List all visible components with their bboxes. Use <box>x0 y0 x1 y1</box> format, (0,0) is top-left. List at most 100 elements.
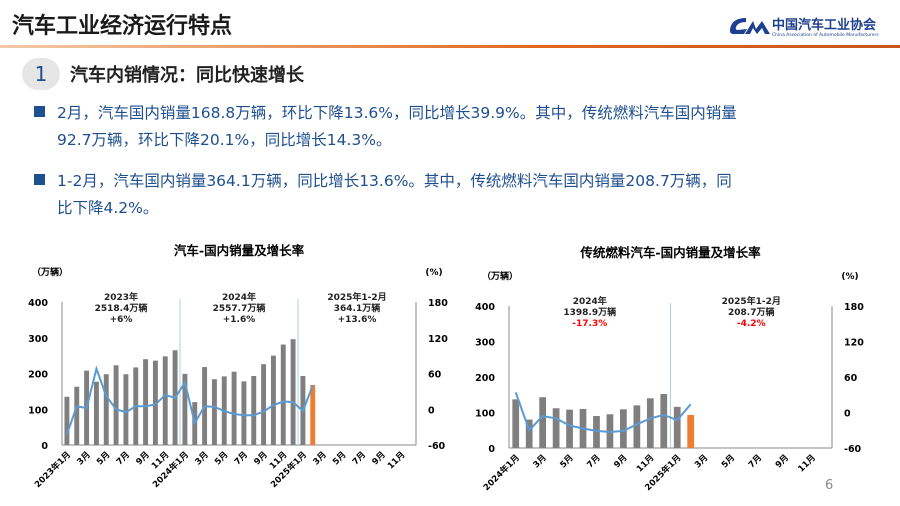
x-tick-label: 7月 <box>747 453 764 470</box>
bar <box>241 381 247 445</box>
left-tick-label: 100 <box>475 409 495 420</box>
period-annotation: +13.6% <box>338 315 377 325</box>
period-annotation: 2024年 <box>573 295 607 307</box>
x-tick-label: 11月 <box>635 453 656 474</box>
period-annotation: 2024年 <box>222 291 256 303</box>
period-annotation: 2557.7万辆 <box>213 302 266 314</box>
logo: 中国汽车工业协会 China Association of Automobile … <box>728 14 879 38</box>
bar <box>290 339 296 445</box>
bar <box>539 397 547 448</box>
bar-highlight <box>687 414 695 448</box>
period-annotation: 208.7万辆 <box>728 306 774 318</box>
period-annotation: 2023年 <box>104 291 138 303</box>
bar <box>113 365 119 445</box>
bullet-text: 比下降4.2%。 <box>57 199 159 217</box>
x-tick-label: 7月 <box>233 450 250 467</box>
section-number: 1 <box>22 58 60 90</box>
bar <box>512 399 520 448</box>
bullet-text: 92.7万辆，环比下降20.1%，同比增长14.3%。 <box>57 131 392 149</box>
x-tick-label: 5月 <box>95 450 112 467</box>
left-tick-label: 400 <box>28 298 48 309</box>
period-annotation: -4.2% <box>737 319 766 329</box>
x-tick-label: 3月 <box>75 450 92 467</box>
bullet-text: 1-2月，汽车国内销量364.1万辆，同比增长13.6%。其中，传统燃料汽车国内… <box>57 172 732 190</box>
bullet-square-icon <box>34 174 45 185</box>
x-tick-label: 11月 <box>796 453 817 474</box>
left-tick-label: 400 <box>475 302 495 313</box>
bar <box>620 409 627 448</box>
bar <box>270 355 276 445</box>
chart-title: 汽车-国内销量及增长率 <box>174 243 305 258</box>
right-axis-unit: (%) <box>841 272 858 282</box>
x-tick-label: 5月 <box>558 453 575 470</box>
left-tick-label: 300 <box>475 338 495 349</box>
bar <box>525 419 533 448</box>
x-tick-label: 2024年1月 <box>481 452 522 493</box>
x-tick-label: 3月 <box>193 450 210 467</box>
right-tick-label: 180 <box>428 298 448 309</box>
chart-title: 传统燃料汽车-国内销量及增长率 <box>579 245 761 260</box>
right-tick-label: 60 <box>428 370 442 381</box>
bar <box>74 386 80 445</box>
x-tick-label: 7月 <box>115 450 132 467</box>
bar <box>152 360 158 445</box>
growth-line <box>514 392 692 434</box>
x-tick-label: 9月 <box>612 453 629 470</box>
left-tick-label: 300 <box>28 334 48 345</box>
bullet-square-icon <box>34 106 45 117</box>
left-tick-label: 0 <box>41 441 48 452</box>
x-tick-label: 2023年1月 <box>32 449 73 490</box>
bar <box>103 374 109 445</box>
chart-total-sales: 汽车-国内销量及增长率 （万辆） (%) 0 100 200 300 400 -60 0 60 120… <box>28 243 448 490</box>
period-annotation: 2518.4万辆 <box>95 302 148 314</box>
x-tick-label: 3月 <box>531 453 548 470</box>
bar <box>182 373 188 445</box>
bar <box>251 376 257 445</box>
left-tick-label: 200 <box>28 370 48 381</box>
right-tick-label: 180 <box>844 302 864 313</box>
growth-line <box>65 365 314 435</box>
page-title: 汽车工业经济运行特点 <box>12 14 233 39</box>
right-tick-label: 120 <box>844 338 864 349</box>
bar <box>646 398 654 448</box>
period-annotation: 2025年1-2月 <box>722 295 781 307</box>
period-annotation: +6% <box>110 315 133 325</box>
section-title: 汽车内销情况：同比快速增长 <box>70 65 304 86</box>
bar <box>552 408 560 448</box>
right-tick-label: 120 <box>428 334 448 345</box>
period-annotation: 2025年1-2月 <box>327 291 386 303</box>
caam-logo-icon <box>729 18 770 35</box>
bar <box>143 359 149 445</box>
x-tick-label: 5月 <box>331 450 348 467</box>
bullet-text: 2月，汽车国内销量168.8万辆，环比下降13.6%，同比增长39.9%。其中，… <box>57 104 737 122</box>
bar <box>162 356 168 445</box>
bar <box>566 409 573 448</box>
section-heading: 1 汽车内销情况：同比快速增长 <box>22 58 304 90</box>
period-annotation: 364.1万辆 <box>334 302 380 314</box>
bar <box>593 416 600 448</box>
logo-name: 中国汽车工业协会 <box>772 18 877 33</box>
right-tick-label: -60 <box>428 441 446 452</box>
bar-highlight <box>310 384 316 445</box>
left-axis-unit: （万辆） <box>32 266 68 278</box>
x-tick-label: 11月 <box>386 450 407 471</box>
x-tick-label: 5月 <box>213 450 230 467</box>
bar <box>673 406 681 448</box>
right-axis-unit: (%) <box>425 268 442 278</box>
x-tick-label: 5月 <box>720 453 737 470</box>
left-tick-label: 0 <box>488 444 495 455</box>
bar <box>231 371 237 445</box>
logo-english: China Association of Automobile Manufact… <box>772 33 879 38</box>
bar <box>280 344 286 445</box>
period-annotation: +1.6% <box>223 315 256 325</box>
page-number: 6 <box>825 478 834 493</box>
x-tick-label: 3月 <box>693 453 710 470</box>
period-annotation: -17.3% <box>572 319 607 329</box>
right-tick-label: 0 <box>428 405 435 416</box>
right-tick-label: 0 <box>844 409 851 420</box>
left-tick-label: 100 <box>28 405 48 416</box>
bullet-2: 1-2月，汽车国内销量364.1万辆，同比增长13.6%。其中，传统燃料汽车国内… <box>34 168 884 222</box>
chart-fuel-sales: 传统燃料汽车-国内销量及增长率 （万辆） (%) 0 100 200 300 400 -60 0 6… <box>475 245 864 493</box>
bullet-1: 2月，汽车国内销量168.8万辆，环比下降13.6%，同比增长39.9%。其中，… <box>34 100 884 154</box>
bar <box>660 394 668 448</box>
